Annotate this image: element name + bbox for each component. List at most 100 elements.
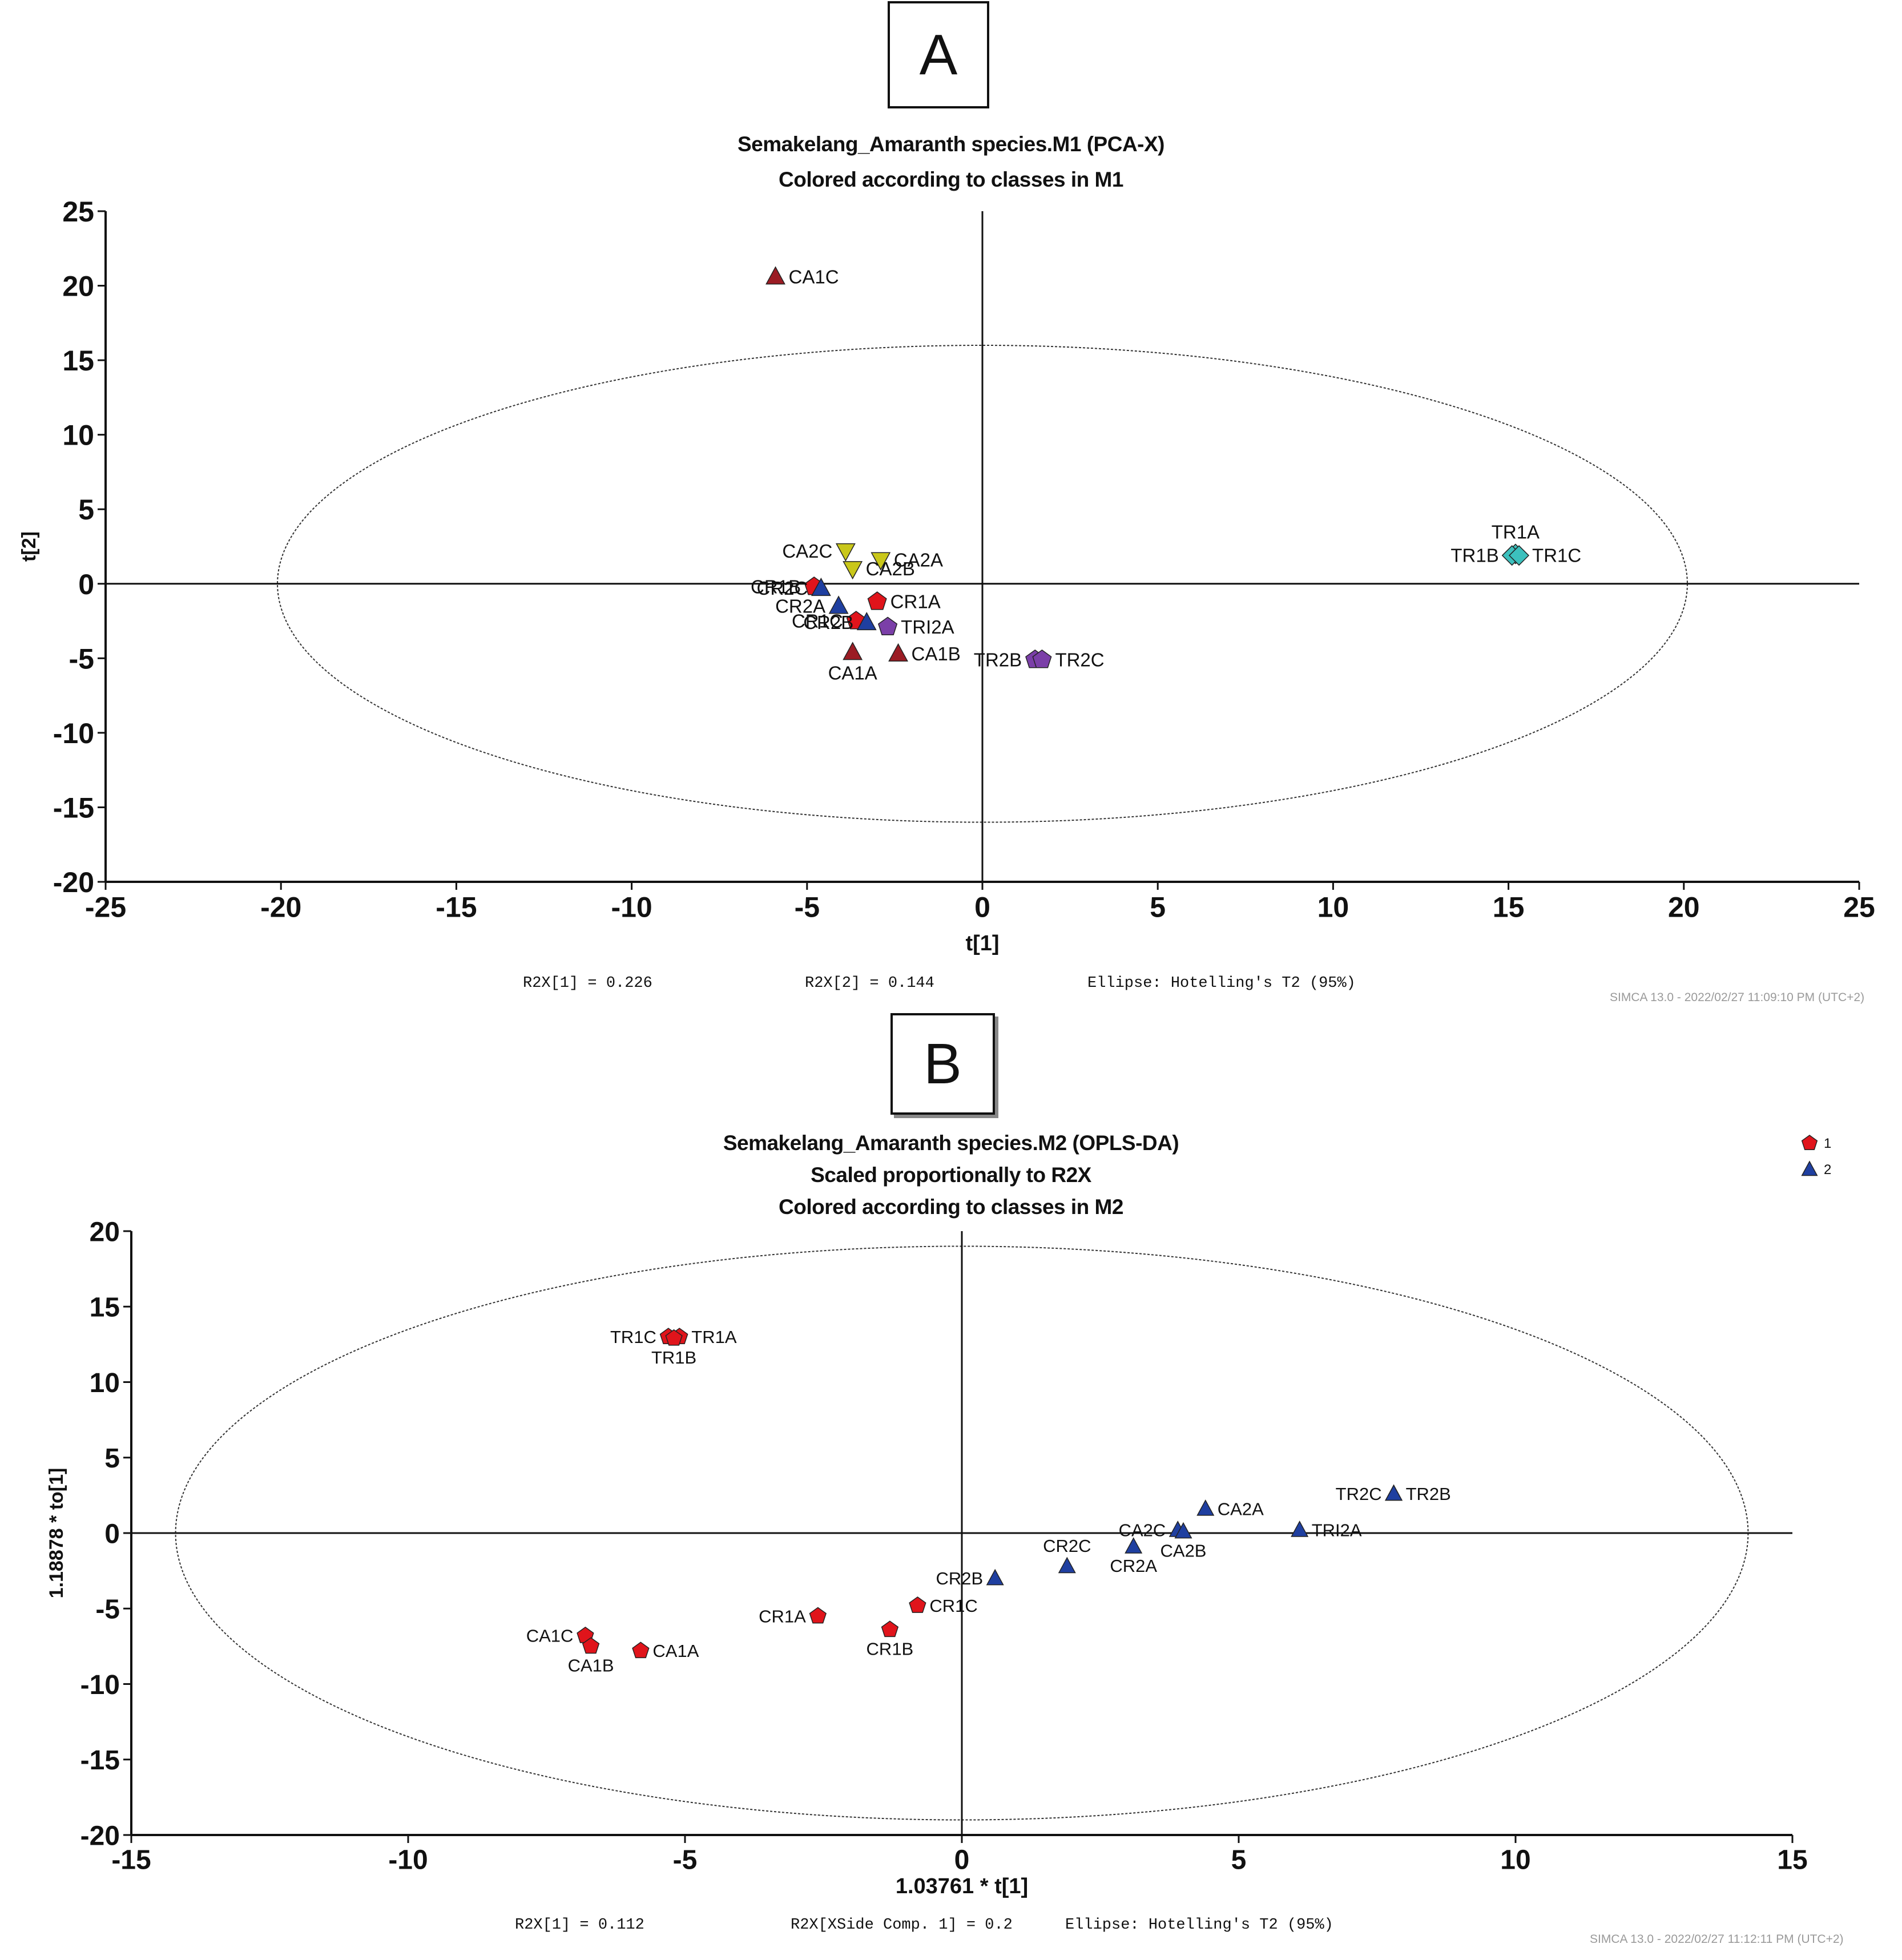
x-tick-label: 15 bbox=[1493, 892, 1525, 923]
data-point-tr2c bbox=[1032, 649, 1052, 668]
chart-b-r2x2: R2X[XSide Comp. 1] = 0.2 bbox=[791, 1917, 1013, 1934]
data-point-tr2b bbox=[1385, 1484, 1403, 1501]
x-tick-label: 0 bbox=[954, 1845, 970, 1876]
x-tick-label: -10 bbox=[611, 892, 652, 923]
point-label-cr1c: CR1C bbox=[792, 611, 843, 632]
y-tick-label: 5 bbox=[104, 1443, 120, 1474]
data-point-ca1b bbox=[582, 1637, 600, 1654]
chart-b-title: Semakelang_Amaranth species.M2 (OPLS-DA) bbox=[723, 1131, 1179, 1155]
x-tick-label: -10 bbox=[388, 1845, 428, 1876]
y-tick-label: 0 bbox=[78, 568, 94, 600]
y-tick-label: 25 bbox=[62, 196, 94, 228]
chart-a-software-stamp: SIMCA 13.0 - 2022/02/27 11:09:10 PM (UTC… bbox=[1610, 991, 1865, 1004]
point-label-cr2c: CR2C bbox=[1043, 1536, 1091, 1556]
y-tick-label: 10 bbox=[62, 420, 94, 451]
y-tick-label: -15 bbox=[53, 792, 94, 824]
x-axis-title: t[1] bbox=[965, 931, 999, 955]
point-label-ca1b: CA1B bbox=[912, 643, 961, 664]
x-tick-label: 25 bbox=[1843, 892, 1875, 923]
y-tick-label: -10 bbox=[80, 1670, 120, 1700]
point-label-tr1a: TR1A bbox=[691, 1327, 737, 1347]
data-point-ca1b bbox=[888, 643, 908, 662]
y-tick-label: 15 bbox=[90, 1293, 120, 1323]
data-point-ca2a bbox=[871, 552, 891, 571]
point-label-ca1c: CA1C bbox=[526, 1626, 574, 1646]
point-label-cr2c: CR2C bbox=[757, 578, 808, 599]
data-point-ca2b bbox=[843, 561, 863, 580]
x-tick-label: 15 bbox=[1777, 1845, 1807, 1876]
point-label-tr2c: TR2C bbox=[1336, 1484, 1382, 1504]
x-tick-label: -20 bbox=[260, 892, 301, 923]
point-label-tri2a: TRI2A bbox=[1312, 1521, 1362, 1540]
point-label-ca1c: CA1C bbox=[789, 266, 839, 287]
x-tick-label: 0 bbox=[974, 892, 990, 923]
data-point-cr2a bbox=[1125, 1537, 1143, 1554]
y-tick-label: 15 bbox=[62, 345, 94, 377]
point-label-ca1a: CA1A bbox=[652, 1641, 699, 1661]
point-label-tr2b: TR2B bbox=[1406, 1484, 1451, 1504]
chart-a-ellipse-note: Ellipse: Hotelling's T2 (95%) bbox=[1087, 975, 1356, 992]
point-label-tr1b: TR1B bbox=[1450, 545, 1498, 566]
y-axis-title: t[2] bbox=[18, 531, 40, 562]
x-tick-label: 5 bbox=[1231, 1845, 1247, 1876]
legend-label-class-1: 1 bbox=[1824, 1136, 1832, 1151]
y-tick-label: 10 bbox=[90, 1368, 120, 1398]
y-tick-label: 0 bbox=[104, 1519, 120, 1549]
panel-b-label: B bbox=[890, 1013, 995, 1115]
y-tick-label: -5 bbox=[69, 643, 94, 675]
point-label-cr2b: CR2B bbox=[803, 612, 853, 633]
data-point-cr1a bbox=[809, 1607, 827, 1624]
chart-a-title: Semakelang_Amaranth species.M1 (PCA-X) bbox=[738, 132, 1165, 156]
x-axis-title: 1.03761 * t[1] bbox=[896, 1874, 1028, 1898]
point-label-cr1a: CR1A bbox=[890, 591, 941, 612]
point-label-tr2b: TR2B bbox=[974, 649, 1022, 670]
chart-b-subtitle: Scaled proportionally to R2X bbox=[811, 1163, 1091, 1187]
data-point-tr1b bbox=[665, 1329, 683, 1346]
point-label-cr2a: CR2A bbox=[775, 595, 825, 616]
data-point-ca2c bbox=[835, 543, 856, 562]
data-point-tr1c bbox=[1508, 545, 1530, 566]
x-tick-label: -5 bbox=[795, 892, 820, 923]
chart-a-r2x2: R2X[2] = 0.144 bbox=[805, 975, 934, 992]
point-label-tr1c: TR1C bbox=[610, 1327, 656, 1347]
chart-b-ellipse-note: Ellipse: Hotelling's T2 (95%) bbox=[1065, 1917, 1333, 1934]
point-label-tri2a: TRI2A bbox=[901, 616, 954, 638]
chart-b-r2x1: R2X[1] = 0.112 bbox=[515, 1917, 644, 1934]
chart-b-subtitle-2: Colored according to classes in M2 bbox=[779, 1195, 1123, 1219]
x-tick-label: 10 bbox=[1500, 1845, 1530, 1876]
x-tick-label: 5 bbox=[1150, 892, 1166, 923]
data-point-tri2a bbox=[1291, 1521, 1309, 1537]
point-label-cr2a: CR2A bbox=[1110, 1556, 1157, 1576]
point-label-tr1b: TR1B bbox=[651, 1348, 696, 1368]
point-label-cr2b: CR2B bbox=[936, 1568, 983, 1588]
data-point-ca1c bbox=[765, 266, 785, 285]
x-tick-label: -5 bbox=[673, 1845, 698, 1876]
y-tick-label: 20 bbox=[62, 271, 94, 303]
point-label-ca2b: CA2B bbox=[866, 558, 915, 579]
legend-marker-class-2 bbox=[1801, 1160, 1818, 1176]
x-tick-label: -15 bbox=[436, 892, 477, 923]
data-point-cr2b bbox=[986, 1568, 1004, 1586]
point-label-tr2c: TR2C bbox=[1055, 649, 1104, 670]
point-label-tr1c: TR1C bbox=[1532, 545, 1581, 566]
x-tick-label: -25 bbox=[85, 892, 126, 923]
chart-b-software-stamp: SIMCA 13.0 - 2022/02/27 11:12:11 PM (UTC… bbox=[1590, 1933, 1844, 1946]
data-point-cr2c bbox=[811, 578, 831, 596]
y-tick-label: 5 bbox=[78, 494, 94, 526]
chart-a-subtitle: Colored according to classes in M1 bbox=[779, 168, 1123, 191]
legend-marker-class-1 bbox=[1801, 1135, 1818, 1151]
point-label-cr1a: CR1A bbox=[759, 1606, 806, 1626]
legend-label-class-2: 2 bbox=[1824, 1162, 1832, 1177]
data-point-ca1a bbox=[843, 642, 863, 660]
data-point-cr2a bbox=[828, 595, 849, 614]
data-point-cr1c bbox=[909, 1596, 926, 1613]
chart-a-r2x1: R2X[1] = 0.226 bbox=[523, 975, 652, 992]
x-tick-label: 10 bbox=[1317, 892, 1349, 923]
x-tick-label: 20 bbox=[1668, 892, 1700, 923]
point-label-ca2c: CA2C bbox=[782, 541, 832, 562]
panel-a-label: A bbox=[888, 1, 989, 108]
data-point-cr1a bbox=[867, 591, 887, 610]
point-label-ca2c: CA2C bbox=[1119, 1521, 1166, 1540]
point-label-ca1b: CA1B bbox=[568, 1656, 614, 1676]
